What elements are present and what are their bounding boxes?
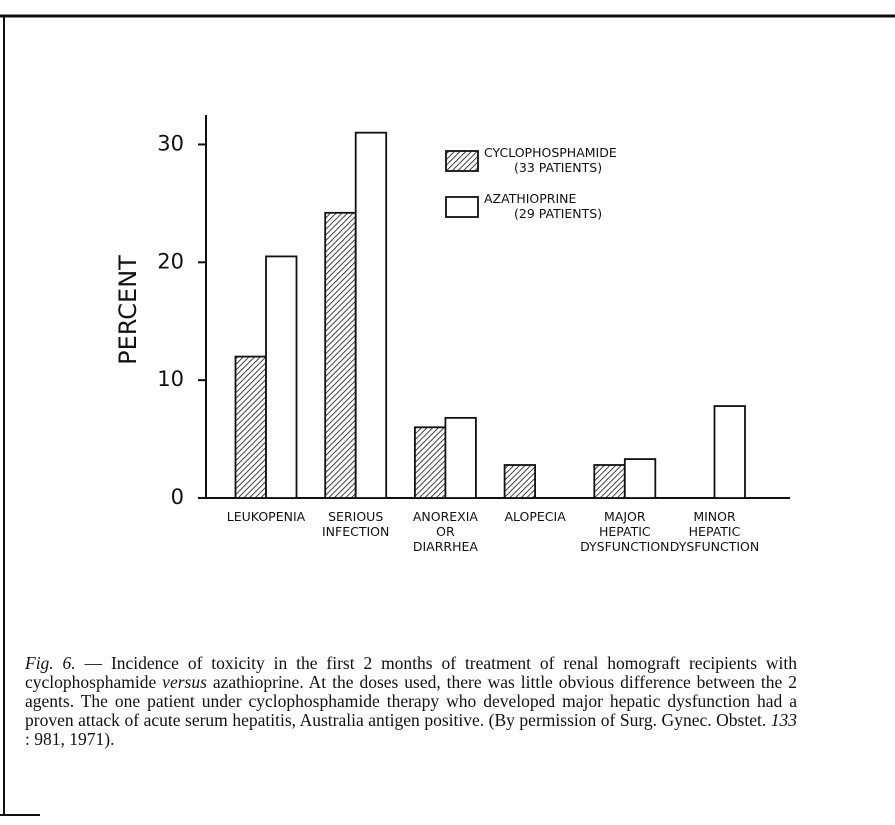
x-tick-label: ANOREXIA OR DIARRHEA xyxy=(413,509,479,554)
legend-swatch xyxy=(445,196,479,218)
x-tick-label: LEUKOPENIA xyxy=(227,509,306,524)
caption-text: : 981, 1971). xyxy=(25,729,115,749)
caption-text: versus xyxy=(162,672,207,692)
bar xyxy=(713,405,746,499)
bar xyxy=(354,131,388,499)
y-tick-label: 20 xyxy=(157,249,184,273)
bar xyxy=(444,416,477,499)
y-tick-label: 30 xyxy=(157,131,184,155)
bar xyxy=(413,426,447,499)
bar xyxy=(623,458,657,499)
y-tick-label: 10 xyxy=(157,367,184,391)
legend-label: CYCLOPHOSPHAMIDE (33 PATIENTS) xyxy=(484,145,617,175)
x-tick-label: ALOPECIA xyxy=(504,509,566,524)
x-tick-label: SERIOUS INFECTION xyxy=(322,509,389,539)
bar xyxy=(234,355,267,499)
caption-text: 133 xyxy=(770,710,797,730)
bar xyxy=(593,464,626,499)
caption-text: Fig. 6. xyxy=(25,653,76,673)
bar xyxy=(503,464,537,499)
caption: Fig. 6. — Incidence of toxicity in the f… xyxy=(25,654,797,749)
y-axis-label: PERCENT xyxy=(114,255,142,365)
legend-swatch xyxy=(445,150,479,172)
caption-text: azathioprine. At the doses used, there w… xyxy=(25,672,797,730)
y-tick-label: 0 xyxy=(171,485,184,509)
x-tick-label: MAJOR HEPATIC DYSFUNCTION xyxy=(580,509,669,554)
caption-text: — Incidence of toxicity in the first 2 m… xyxy=(25,653,797,692)
x-tick-label: MINOR HEPATIC DYSFUNCTION xyxy=(670,509,759,554)
bar xyxy=(265,255,298,499)
legend-label: AZATHIOPRINE (29 PATIENTS) xyxy=(484,191,602,221)
bar xyxy=(324,211,357,499)
